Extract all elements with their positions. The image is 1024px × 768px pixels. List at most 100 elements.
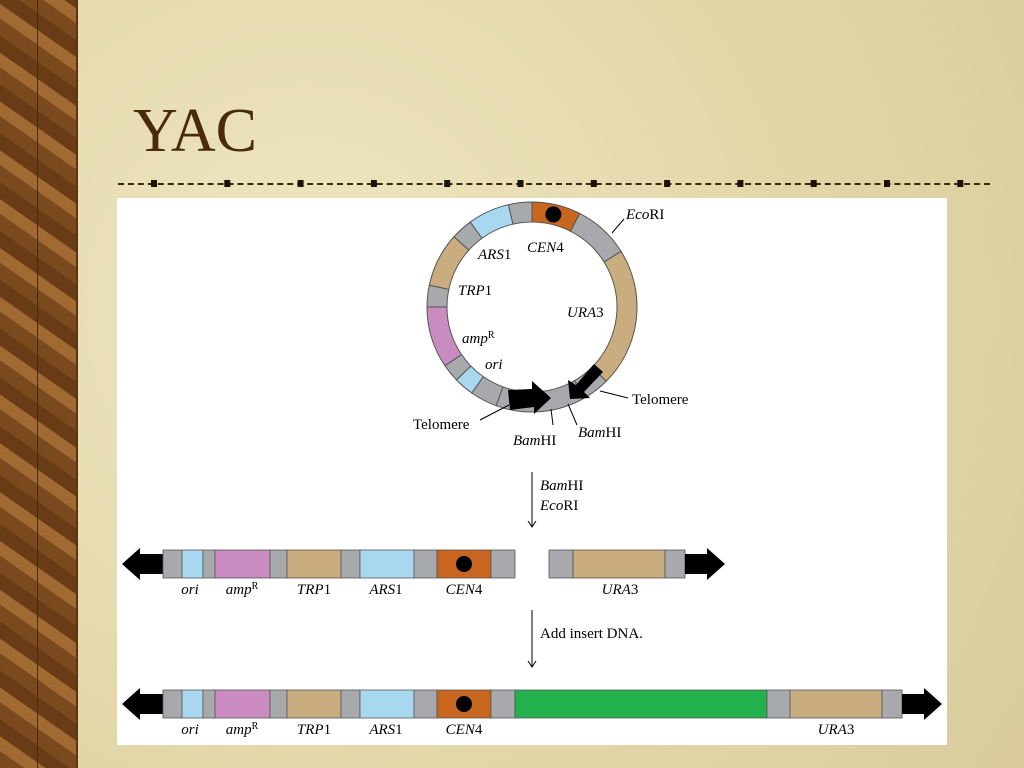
label-part: ori [181,582,199,598]
label-part: ori [485,357,503,373]
label: CEN4 [446,582,483,598]
label: BamHI [540,478,583,494]
telomere-arrow [902,688,942,720]
label-part: ARS [368,722,395,738]
map-segment [359,689,415,719]
label: TRP1 [297,722,331,738]
map-segment [514,689,768,719]
map-segment [181,689,204,719]
map-segment [202,549,216,579]
label: URA3 [818,722,855,738]
label-part: URA [818,722,848,738]
label-part: 4 [475,582,483,598]
label: TRP1 [458,283,492,299]
label-part: 1 [395,722,403,738]
rule-dot [370,180,377,187]
map-segment [286,689,342,719]
label-part: Bam [513,433,541,449]
map-segment [340,689,361,719]
label: Telomere [413,417,470,433]
label-part: 3 [596,305,604,321]
map-segment [214,689,271,719]
label: ampR [226,581,259,599]
leader-line [611,218,625,234]
step-arrowhead [527,520,537,528]
label-part: 1 [324,722,332,738]
label: ori [181,722,199,738]
map-segment [766,689,791,719]
label: ampR [226,721,259,739]
telomere-arrow [685,548,725,580]
rule-dot [884,180,890,187]
map-segment [269,689,288,719]
label-part: R [252,581,259,592]
map-segment [881,689,903,719]
label-part: URA [602,582,632,598]
centromere-dot [456,696,472,712]
map-segment [359,549,415,579]
telomere-arrow [568,364,603,399]
centromere-dot [545,206,562,223]
leader-line [550,408,554,426]
label: ARS1 [368,722,402,738]
rule-dot [957,180,964,187]
label-part: TRP [297,582,324,598]
rule-dot [444,180,451,187]
map-segment [490,549,516,579]
map-segment [413,689,438,719]
label-part: HI [541,433,557,449]
label-part: 4 [556,240,564,256]
label: CEN4 [527,240,564,256]
label-part: CEN [446,722,476,738]
map-segment [286,549,342,579]
label-part: 3 [631,582,639,598]
label-part: R [488,330,495,341]
label-part: RI [563,498,578,514]
label: ampR [462,330,495,348]
label-part: amp [226,722,252,738]
label-part: TRP [458,283,485,299]
map-segment [548,549,574,579]
label: URA3 [567,305,604,321]
label-part: amp [462,331,488,347]
map-segment [664,549,686,579]
label: ori [485,357,503,373]
map-segment [269,549,288,579]
label-part: CEN [527,240,557,256]
label: ori [181,582,199,598]
telomere-arrow [122,688,163,720]
label-part: URA [567,305,597,321]
map-segment [162,549,183,579]
label: EcoRI [539,498,578,514]
label-part: 1 [324,582,332,598]
centromere-dot [456,556,472,572]
plasmid-segment [469,204,514,239]
label-part: 1 [395,582,403,598]
label-part: Eco [539,498,564,514]
label: URA3 [602,582,639,598]
label: BamHI [513,433,556,449]
map-segment [214,549,271,579]
map-segment [181,549,204,579]
label-part: 1 [485,283,493,299]
telomere-arrow [508,381,551,414]
label-part: TRP [297,722,324,738]
map-segment [572,549,666,579]
label-part: Bam [540,478,568,494]
label: ARS1 [368,582,402,598]
label-part: ARS [477,247,504,263]
label: TRP1 [297,582,331,598]
label-part: Eco [625,207,650,223]
leader-line [599,390,629,399]
label: BamHI [578,425,621,441]
rule-dot [664,180,671,187]
map-segment [413,549,438,579]
label-part: 4 [475,722,483,738]
label-part: RI [649,207,664,223]
label: EcoRI [625,207,664,223]
step-arrowhead [527,660,537,668]
leader-line [479,404,510,421]
rule-dot [517,180,524,187]
